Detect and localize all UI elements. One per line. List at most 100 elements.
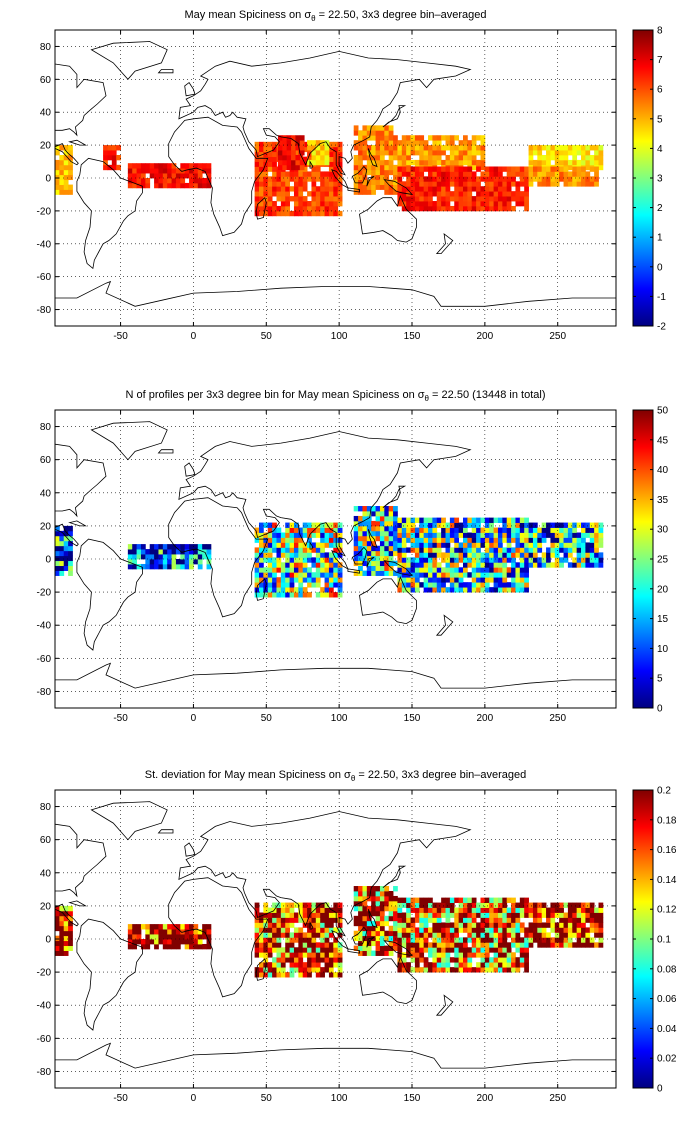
data-bin	[202, 544, 207, 550]
data-bin	[432, 522, 438, 528]
data-bin	[559, 150, 564, 156]
data-bin	[589, 922, 595, 928]
data-bin	[559, 171, 564, 177]
data-bin	[353, 140, 359, 146]
data-bin	[537, 902, 543, 908]
data-bin	[167, 182, 172, 189]
data-bin	[572, 181, 578, 187]
data-bin	[445, 897, 451, 903]
data-bin	[285, 942, 290, 948]
data-bin	[384, 174, 390, 181]
data-bin	[458, 522, 464, 528]
data-bin	[362, 530, 368, 537]
data-bin	[324, 186, 330, 192]
data-bin	[366, 535, 372, 542]
data-bin	[489, 562, 494, 568]
colorbar-tick-label: 0.1	[657, 935, 671, 946]
data-bin	[497, 952, 503, 958]
data-bin	[489, 552, 494, 558]
data-bin	[515, 186, 521, 192]
data-bin	[441, 537, 446, 543]
data-bin	[280, 922, 286, 928]
data-bin	[581, 937, 586, 943]
data-bin	[393, 945, 398, 951]
data-bin	[136, 924, 142, 930]
data-bin	[384, 565, 390, 571]
data-bin	[489, 176, 494, 182]
data-bin	[184, 163, 190, 169]
data-bin	[480, 957, 486, 963]
data-bin	[280, 947, 286, 953]
data-bin	[454, 922, 460, 928]
data-bin	[379, 550, 385, 557]
data-bin	[328, 972, 334, 978]
data-bin	[324, 577, 330, 583]
coastline	[76, 538, 143, 651]
data-bin	[401, 532, 407, 538]
data-bin	[298, 577, 304, 583]
data-bin	[497, 532, 503, 538]
data-bin	[467, 562, 473, 568]
data-bin	[63, 530, 69, 537]
data-bin	[263, 952, 269, 958]
data-bin	[436, 150, 442, 156]
data-bin	[428, 181, 433, 187]
data-bin	[528, 907, 534, 913]
data-bin	[162, 554, 168, 560]
data-bin	[541, 942, 547, 948]
data-bin	[263, 151, 269, 158]
data-bin	[432, 967, 438, 973]
data-bin	[333, 917, 339, 923]
data-bin	[537, 145, 543, 151]
data-bin	[375, 570, 381, 576]
data-bin	[441, 952, 446, 958]
data-bin	[428, 166, 433, 172]
data-bin	[467, 159, 473, 166]
data-bin	[259, 201, 264, 207]
data-bin	[401, 567, 407, 573]
chart-title: May mean Spiciness on σθ = 22.50, 3x3 de…	[184, 9, 486, 23]
data-bin	[537, 912, 543, 918]
data-bin	[202, 929, 207, 935]
data-bin	[320, 159, 325, 166]
data-bin	[259, 146, 264, 153]
data-bin	[476, 932, 481, 938]
data-bin	[145, 549, 151, 555]
data-bin	[63, 174, 69, 181]
data-bin	[585, 552, 591, 558]
plot-area	[55, 410, 616, 708]
data-bin	[259, 557, 264, 563]
data-bin	[333, 942, 339, 948]
data-bin	[291, 145, 296, 151]
data-bin	[324, 942, 330, 948]
colorbar-tick-label: 0.12	[657, 905, 677, 916]
data-bin	[471, 181, 477, 187]
data-bin	[154, 559, 159, 565]
data-bin	[206, 929, 212, 935]
y-tick-label: 20	[40, 141, 52, 152]
data-bin	[107, 145, 113, 151]
x-tick-label: 0	[191, 331, 197, 342]
data-bin	[445, 907, 451, 913]
data-bin	[136, 168, 142, 174]
data-bin	[506, 942, 512, 948]
data-bin	[493, 567, 499, 573]
data-bin	[511, 552, 516, 558]
data-bin	[436, 542, 442, 548]
data-bin	[489, 166, 494, 172]
data-bin	[572, 557, 578, 563]
data-bin	[320, 154, 325, 161]
data-bin	[528, 547, 534, 553]
data-bin	[502, 952, 508, 958]
data-bin	[528, 145, 534, 151]
data-bin	[471, 522, 477, 528]
data-bin	[428, 154, 433, 161]
data-bin	[149, 924, 155, 930]
data-bin	[419, 562, 425, 568]
data-bin	[353, 506, 359, 512]
data-bin	[337, 952, 343, 958]
data-bin	[436, 140, 442, 146]
data-bin	[324, 537, 330, 543]
data-bin	[441, 922, 446, 928]
